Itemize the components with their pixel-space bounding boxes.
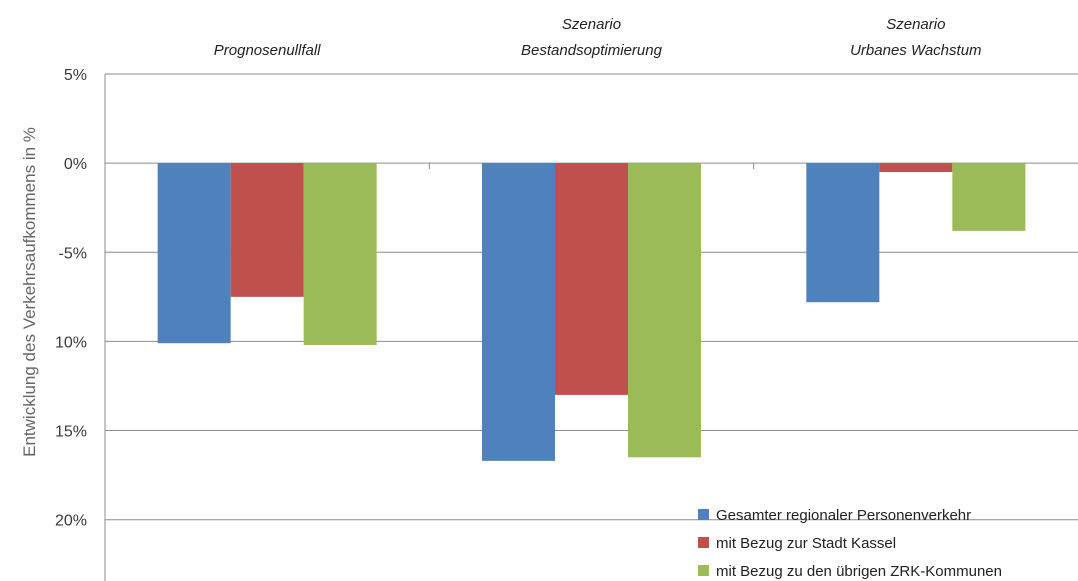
category-labels: Prognosenullfall Szenario Bestandsoptimier… [214, 16, 982, 59]
legend-label-2: mit Bezug zu den übrigen ZRK-Kommunen [716, 563, 1002, 580]
bar-2-0 [806, 163, 880, 303]
bar-2-2 [952, 163, 1026, 231]
legend-label-1: mit Bezug zur Stadt Kassel [716, 535, 896, 552]
legend-swatch-1 [698, 537, 709, 548]
bar-1-2 [628, 163, 701, 458]
category-label-1-0: Szenario [562, 16, 621, 33]
bars [157, 163, 1026, 461]
bar-2-1 [879, 163, 953, 173]
category-label-2-0: Szenario [886, 16, 945, 33]
category-label-0-0: Prognosenullfall [214, 42, 321, 59]
y-tick-label-0: 5% [64, 67, 87, 84]
category-label-1-1: Bestandsoptimierung [521, 42, 663, 59]
y-tick-label-2: -5% [59, 245, 87, 262]
bar-0-2 [303, 163, 377, 345]
legend-label-0: Gesamter regionaler Personenverkehr [716, 507, 971, 524]
legend: Gesamter regionaler Personenverkehr mit B… [698, 507, 1002, 580]
bar-0-0 [157, 163, 231, 344]
legend-swatch-0 [698, 509, 709, 520]
legend-swatch-2 [698, 565, 709, 576]
y-axis-label: Entwicklung des Verkehrsaufkommens in % [20, 127, 39, 457]
axes [104, 74, 755, 581]
bar-1-1 [555, 163, 628, 395]
bar-0-1 [230, 163, 304, 297]
y-tick-label-1: 0% [64, 156, 87, 173]
category-label-2-1: Urbanes Wachstum [850, 42, 981, 59]
y-tick-label-5: 20% [55, 513, 87, 530]
bar-1-0 [482, 163, 555, 461]
y-tick-label-4: 15% [55, 424, 87, 441]
y-tick-label-3: 10% [55, 334, 87, 351]
y-tick-labels: 5% 0% -5% 10% 15% 20% [55, 67, 87, 530]
